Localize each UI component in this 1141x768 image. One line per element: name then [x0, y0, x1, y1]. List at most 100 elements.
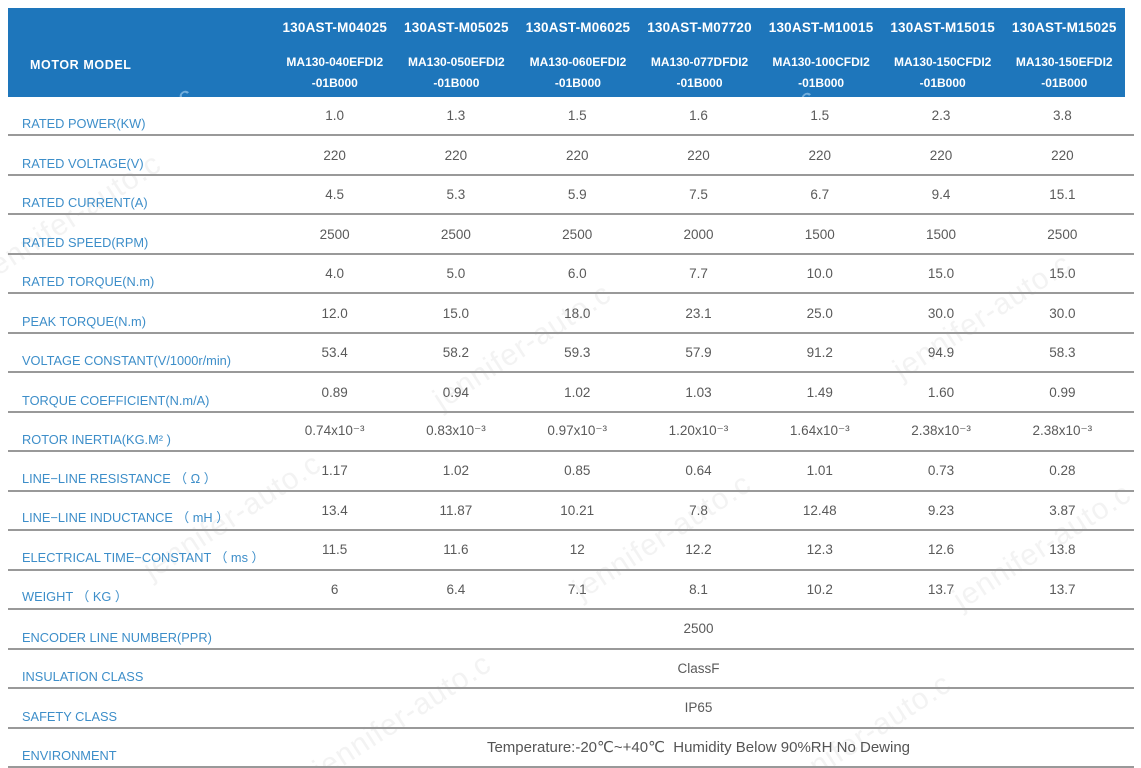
value-cell: 1.20x10⁻³ — [668, 423, 729, 439]
model-code: MA130-150EFDI2 -01B000 — [1016, 52, 1113, 94]
value-cell: 220 — [929, 147, 953, 163]
model-series-name: 130AST-M05025 — [404, 20, 509, 35]
value-cell: 1.02 — [442, 463, 470, 479]
value-cell: 13.7 — [1049, 581, 1076, 597]
value-cell: 5.0 — [446, 266, 466, 282]
table-row: ELECTRICAL TIME−CONSTANT （ ms ） 11.5 11.6 1… — [8, 531, 1134, 571]
table-row: RATED POWER(KW) 1.0 1.3 1.5 1.6 1.5 2.3 3.8 — [8, 97, 1134, 137]
value-cell: 58.3 — [1049, 345, 1076, 361]
value-cell: 12.6 — [927, 542, 955, 558]
value-cell: 1.3 — [446, 108, 466, 124]
model-series-name: 130AST-M07720 — [647, 20, 752, 35]
table-row: RATED SPEED(RPM) 2500 2500 2500 2000 1500 1500… — [8, 215, 1134, 255]
model-series-name: 130AST-M04025 — [282, 20, 388, 35]
row-values: 4.5 5.3 5.9 7.5 6.7 9.4 15.1 — [274, 176, 1123, 213]
table-row: LINE−LINE RESISTANCE （ Ω ） 1.17 1.02 0.85 0.… — [8, 452, 1134, 492]
value-cell: 13.4 — [321, 502, 348, 518]
model-code: MA130-040EFDI2 -01B000 — [286, 52, 383, 94]
row-label: SAFETY CLASS — [22, 708, 118, 724]
value-cell: 15.1 — [1049, 187, 1076, 203]
row-values: 4.0 5.0 6.0 7.7 10.0 15.0 15.0 — [274, 255, 1123, 292]
value-cell: 220 — [323, 147, 346, 163]
value-cell: 12.0 — [321, 305, 348, 321]
value-cell: 15.0 — [927, 266, 955, 282]
model-code-line1: MA130-040EFDI2 — [286, 55, 384, 69]
value-cell: 7.1 — [567, 581, 587, 597]
value-cell: 2.38x10⁻³ — [911, 423, 971, 439]
value-cell: 1.02 — [564, 384, 591, 400]
value-cell: 1.03 — [685, 384, 712, 400]
merged-value-cell: 2500 — [683, 621, 714, 637]
value-cell: 2500 — [562, 226, 593, 242]
model-code: MA130-077DFDI2 -01B000 — [651, 52, 748, 94]
value-cell: 1.60 — [927, 384, 955, 400]
model-series-name: 130AST-M06025 — [525, 20, 631, 35]
value-cell: 11.87 — [439, 502, 473, 518]
model-columns: 130AST-M04025 MA130-040EFDI2 -01B000 130AST… — [274, 8, 1125, 97]
value-cell: 0.99 — [1049, 384, 1076, 400]
merged-value-cell: IP65 — [684, 700, 713, 716]
row-label: RATED SPEED(RPM) — [22, 234, 149, 250]
model-code-line1: MA130-150CFDI2 — [893, 55, 992, 69]
value-cell: 220 — [687, 147, 710, 163]
model-column-header: 130AST-M10015 MA130-100CFDI2 -01B000 — [760, 8, 882, 97]
value-cell: 1.64x10⁻³ — [789, 423, 850, 439]
value-cell: 5.9 — [567, 187, 587, 203]
motor-model-header-label: MOTOR MODEL — [30, 57, 132, 72]
value-cell: 6.4 — [446, 581, 466, 597]
value-cell: 0.28 — [1049, 463, 1076, 479]
value-cell: 58.2 — [442, 345, 470, 361]
row-label: RATED TORQUE(N.m) — [22, 274, 155, 290]
value-cell: 3.87 — [1049, 502, 1076, 518]
table-row: ENCODER LINE NUMBER(PPR) 2500 — [8, 610, 1134, 650]
value-cell: 4.5 — [325, 187, 345, 203]
value-cell: 7.7 — [689, 266, 708, 282]
value-cell: 2500 — [319, 226, 350, 242]
model-code: MA130-150CFDI2 -01B000 — [894, 52, 991, 94]
value-cell: 2.38x10⁻³ — [1032, 423, 1093, 439]
table-row: ROTOR INERTIA(KG.M² ) 0.74x10⁻³ 0.83x10⁻³ 0… — [8, 413, 1134, 453]
model-code-line2: -01B000 — [433, 76, 480, 90]
value-cell: 1.49 — [806, 384, 833, 400]
value-cell: 12 — [569, 542, 585, 558]
value-cell: 0.74x10⁻³ — [304, 423, 365, 439]
model-code-line2: -01B000 — [1041, 76, 1088, 90]
row-values: 0.89 0.94 1.02 1.03 1.49 1.60 0.99 — [274, 373, 1123, 410]
value-cell: 6.0 — [567, 266, 587, 282]
value-cell: 12.48 — [802, 502, 837, 518]
value-cell: 94.9 — [927, 345, 955, 361]
row-label: ENCODER LINE NUMBER(PPR) — [22, 629, 212, 645]
value-cell: 4.0 — [325, 266, 345, 282]
row-values: 2500 — [274, 610, 1123, 647]
row-label: WEIGHT （ KG ） — [22, 589, 128, 605]
row-values: 1.17 1.02 0.85 0.64 1.01 0.73 0.28 — [274, 452, 1123, 489]
value-cell: 0.97x10⁻³ — [547, 423, 608, 439]
row-values: 11.5 11.6 12 12.2 12.3 12.6 13.8 — [274, 531, 1123, 568]
value-cell: 1.0 — [325, 108, 345, 124]
model-column-header: 130AST-M15025 MA130-150EFDI2 -01B000 — [1003, 8, 1125, 97]
table-row: WEIGHT （ KG ） 6 6.4 7.1 8.1 10.2 13.7 13.7 — [8, 571, 1134, 611]
value-cell: 30.0 — [927, 305, 955, 321]
value-cell: 10.2 — [806, 581, 833, 597]
value-cell: 220 — [808, 147, 832, 163]
value-cell: 0.85 — [564, 463, 591, 479]
value-cell: 3.8 — [1052, 108, 1072, 124]
value-cell: 15.0 — [1049, 266, 1076, 282]
value-cell: 0.89 — [321, 384, 348, 400]
value-cell: 91.2 — [806, 345, 833, 361]
value-cell: 57.9 — [685, 345, 712, 361]
table-row: RATED TORQUE(N.m) 4.0 5.0 6.0 7.7 10.0 15.0 15.… — [8, 255, 1134, 295]
value-cell: 6 — [330, 581, 339, 597]
table-row: VOLTAGE CONSTANT(V/1000r/min) 53.4 58.2 59.… — [8, 334, 1134, 374]
model-code: MA130-100CFDI2 -01B000 — [772, 52, 869, 94]
value-cell: 15.0 — [442, 305, 470, 321]
value-cell: 5.3 — [446, 187, 466, 203]
value-cell: 220 — [1051, 147, 1074, 163]
value-cell: 9.23 — [927, 502, 955, 518]
row-label: VOLTAGE CONSTANT(V/1000r/min) — [22, 353, 232, 369]
value-cell: 11.6 — [443, 542, 469, 558]
row-values: 0.74x10⁻³ 0.83x10⁻³ 0.97x10⁻³ 1.20x10⁻³ 1.64… — [274, 413, 1123, 450]
value-cell: 10.21 — [560, 502, 595, 518]
value-cell: 0.73 — [927, 463, 955, 479]
